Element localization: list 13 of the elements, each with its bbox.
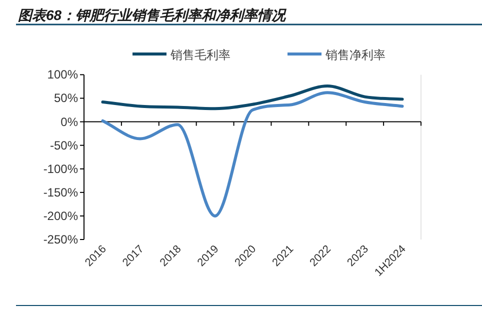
y-tick-label: -50% bbox=[50, 138, 78, 152]
y-tick-label: -100% bbox=[43, 162, 78, 176]
y-tick-label: 50% bbox=[54, 91, 78, 106]
y-tick-label: -250% bbox=[43, 232, 78, 246]
y-tick-label: -150% bbox=[43, 185, 78, 200]
legend-label: 销售毛利率 bbox=[170, 48, 230, 62]
chart-title: 图表68：钾肥行业销售毛利率和净利率情况 bbox=[18, 7, 288, 23]
y-tick-label: 100% bbox=[47, 68, 78, 82]
legend-label: 销售净利率 bbox=[324, 48, 386, 62]
y-tick-label: -200% bbox=[43, 208, 78, 223]
y-tick-label: 0% bbox=[60, 114, 78, 129]
line-series bbox=[101, 84, 404, 110]
line-series bbox=[101, 91, 404, 218]
